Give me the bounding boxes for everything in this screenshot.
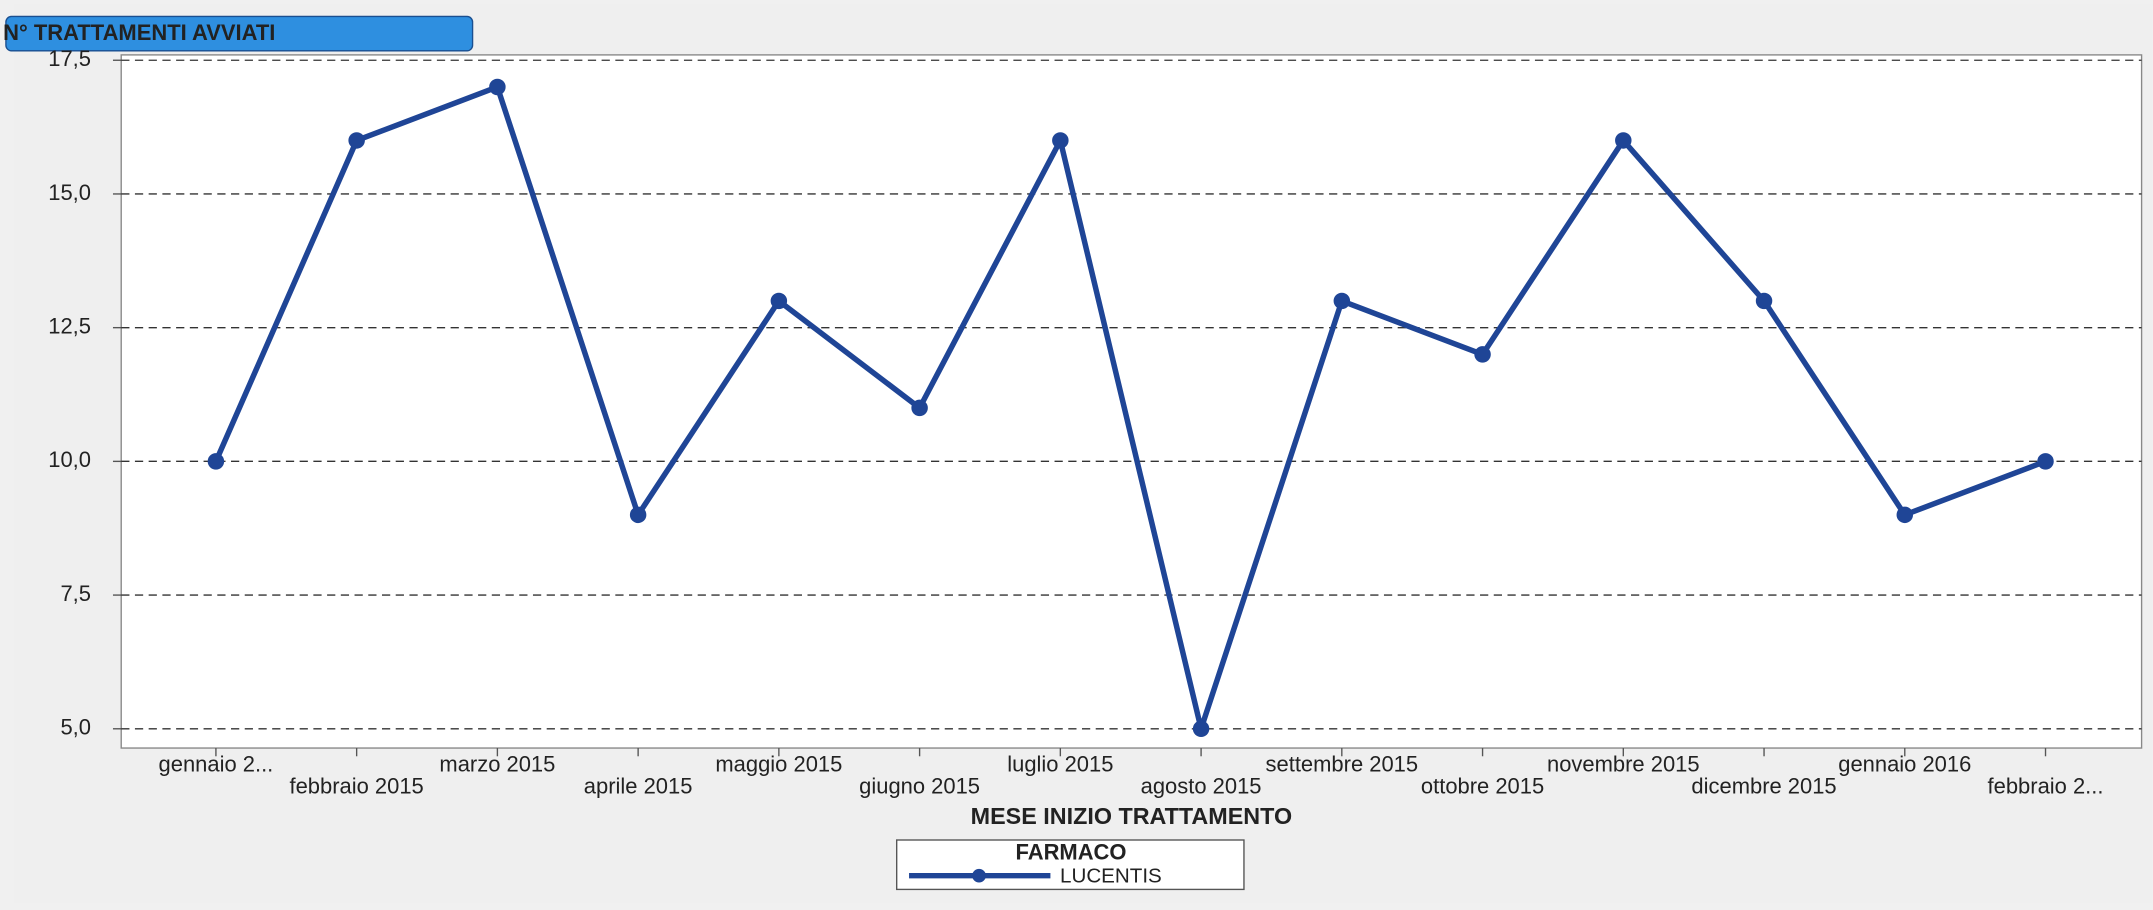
x-tick-label: gennaio 2... xyxy=(159,752,274,777)
data-point xyxy=(348,132,365,149)
data-point xyxy=(1896,506,1914,524)
data-point xyxy=(1333,292,1351,310)
y-tick-label: 10,0 xyxy=(48,447,91,472)
x-tick-label: ottobre 2015 xyxy=(1421,774,1544,799)
plot-area xyxy=(120,54,2143,749)
data-point xyxy=(911,399,928,417)
title-tab xyxy=(5,15,474,52)
y-tick-label: 15,0 xyxy=(48,180,91,205)
data-point xyxy=(207,453,225,470)
data-point xyxy=(2037,453,2054,470)
x-axis-title: MESE INIZIO TRATTAMENTO xyxy=(971,803,1292,829)
x-tick-label: marzo 2015 xyxy=(439,752,555,777)
chart-title: N° TRATTAMENTI AVVIATI xyxy=(3,20,275,45)
data-point xyxy=(1755,292,1773,310)
data-point xyxy=(1615,132,1632,149)
x-tick-label: gennaio 2016 xyxy=(1838,752,1971,777)
x-tick-label: dicembre 2015 xyxy=(1691,774,1836,799)
legend-title: FARMACO xyxy=(1016,840,1127,865)
data-point xyxy=(770,292,788,310)
x-tick-label: giugno 2015 xyxy=(859,774,980,799)
data-point xyxy=(1192,720,1210,738)
data-point xyxy=(1474,346,1491,363)
x-tick-label: novembre 2015 xyxy=(1547,752,1700,777)
x-tick-label: luglio 2015 xyxy=(1007,752,1113,777)
x-tick-label: settembre 2015 xyxy=(1266,752,1419,777)
y-tick-label: 7,5 xyxy=(60,581,91,606)
y-tick-label: 17,5 xyxy=(48,46,91,71)
x-tick-label: agosto 2015 xyxy=(1141,774,1262,799)
series-line xyxy=(213,84,2047,732)
x-tick-label: febbraio 2... xyxy=(1988,774,2104,799)
data-point xyxy=(1052,132,1069,149)
x-tick-label: febbraio 2015 xyxy=(290,774,424,799)
y-tick-label: 12,5 xyxy=(48,313,91,338)
y-tick-label: 5,0 xyxy=(60,715,91,740)
legend-marker xyxy=(972,868,986,883)
legend xyxy=(896,839,1245,891)
x-tick-label: aprile 2015 xyxy=(584,774,693,799)
x-tick-label: maggio 2015 xyxy=(715,752,842,777)
legend-label: LUCENTIS xyxy=(1060,864,1162,887)
data-point xyxy=(629,506,647,524)
data-point xyxy=(489,78,506,96)
